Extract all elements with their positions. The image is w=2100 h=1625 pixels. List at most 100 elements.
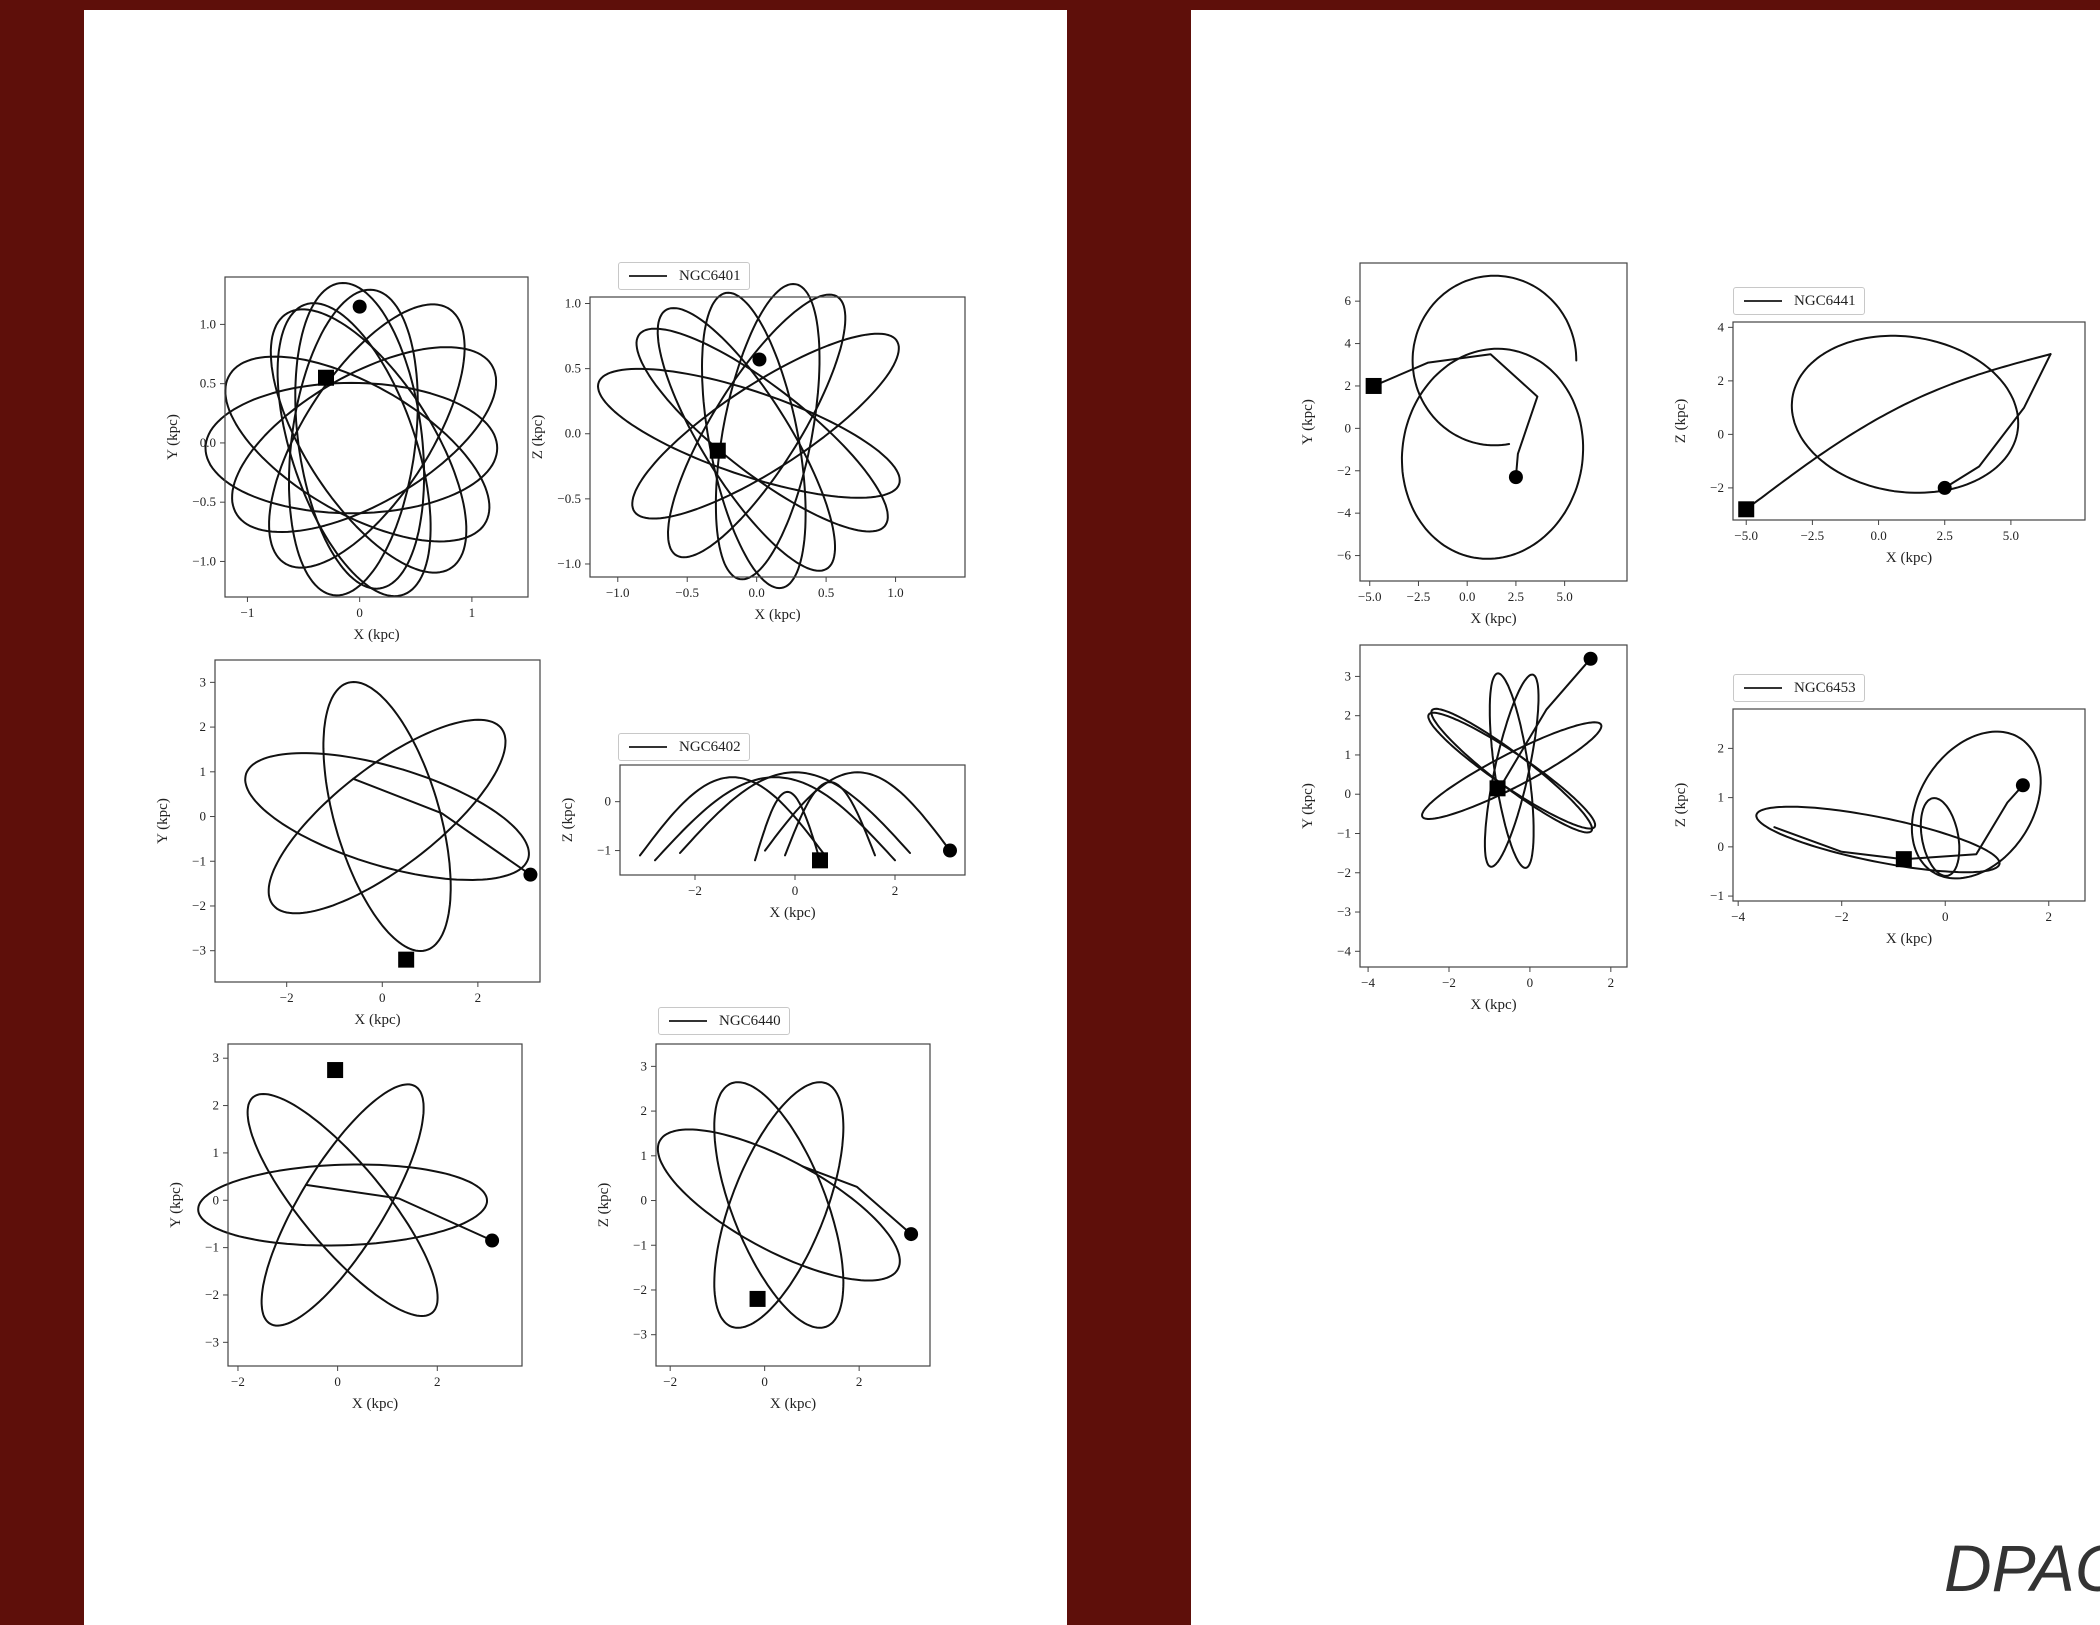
orbit-trajectory-line [276, 302, 432, 598]
y-tick-label: −2 [1710, 480, 1724, 495]
start-marker-circle [1583, 651, 1598, 666]
start-marker-circle [943, 843, 957, 858]
x-tick-label: 0.0 [749, 585, 765, 600]
legend-label: NGC6402 [679, 738, 741, 755]
y-tick-label: 6 [1345, 293, 1352, 308]
orbit-trajectory-line [1427, 711, 1597, 830]
x-tick-label: −2 [1835, 909, 1849, 924]
orbit-trajectory-line [714, 283, 821, 581]
orbit-trajectory-line [197, 1163, 488, 1247]
x-tick-label: −2 [231, 1374, 245, 1389]
x-tick-label: 2 [434, 1374, 441, 1389]
legend-label: NGC6440 [719, 1012, 781, 1029]
legend-line-swatch [1744, 300, 1782, 302]
y-axis-label: Y (kpc) [1300, 399, 1316, 445]
orbit-plot-l6: −2 0 2 −3 −2 −1 0 1 2 3 X (kpc) Z (kpc) [596, 1043, 931, 1412]
axes-frame [1732, 708, 2086, 902]
legend-label: NGC6453 [1794, 679, 1856, 696]
orbit-trajectory-line [260, 1083, 425, 1327]
orbit-trajectory-line [1910, 730, 2042, 880]
legend-line-swatch [669, 1020, 707, 1022]
orbit-trajectory-line [597, 367, 901, 499]
legend-box: NGC6453 [1733, 674, 1865, 702]
end-marker-square [327, 1062, 344, 1079]
y-tick-label: 2 [200, 719, 207, 734]
x-tick-label: −5.0 [1358, 589, 1382, 604]
orbit-trajectory-line [1943, 353, 2052, 489]
x-tick-label: −0.5 [675, 585, 699, 600]
orbit-trajectory-line [231, 346, 498, 533]
orbit-trajectory-line [639, 776, 826, 857]
x-tick-label: 5.0 [2003, 528, 2019, 543]
axes-frame [589, 296, 966, 578]
x-axis-label: X (kpc) [769, 905, 815, 921]
y-tick-label: −1 [633, 1237, 647, 1252]
y-axis-label: Y (kpc) [168, 1182, 184, 1228]
y-tick-label: −1 [1337, 825, 1351, 840]
legend-label: NGC6401 [679, 267, 741, 284]
orbit-trajectory-line [267, 718, 507, 915]
orbit-curves [1755, 730, 2042, 880]
orbit-curves [639, 771, 951, 862]
x-tick-label: 1 [469, 605, 476, 620]
x-tick-label: 0.0 [1870, 528, 1886, 543]
orbit-curves [1745, 334, 2052, 511]
orbit-trajectory-line [1372, 353, 1539, 479]
axes-frame [1359, 262, 1628, 582]
x-tick-label: 0.0 [1459, 589, 1475, 604]
y-tick-label: 2 [1718, 740, 1725, 755]
orbit-plot-l4: −2 0 2 −1 0 X (kpc) Z (kpc) [560, 764, 966, 921]
x-tick-label: −4 [1361, 975, 1375, 990]
orbit-trajectory-line [246, 1093, 439, 1317]
y-axis-label: Z (kpc) [560, 798, 576, 843]
y-tick-label: 3 [1345, 668, 1352, 683]
y-tick-label: 4 [1718, 319, 1725, 334]
x-tick-label: 0 [761, 1374, 768, 1389]
x-axis-label: X (kpc) [1470, 611, 1516, 627]
x-tick-label: 2 [892, 883, 899, 898]
y-axis-label: Y (kpc) [155, 798, 171, 844]
y-tick-label: 0 [1345, 420, 1352, 435]
y-tick-label: 1 [200, 764, 207, 779]
left-figure-panel [84, 10, 1067, 1625]
legend-line-swatch [1744, 687, 1782, 689]
end-marker-square [1489, 780, 1506, 797]
x-tick-label: −2 [688, 883, 702, 898]
y-tick-label: −2 [633, 1282, 647, 1297]
x-tick-label: 0 [1942, 909, 1949, 924]
x-tick-label: −1 [241, 605, 255, 620]
x-tick-label: −2 [280, 990, 294, 1005]
orbit-trajectory-line [801, 1165, 913, 1236]
y-tick-label: −2 [1337, 463, 1351, 478]
end-marker-square [749, 1290, 766, 1307]
orbit-curves [1372, 274, 1585, 560]
orbit-trajectory-line [1488, 672, 1535, 869]
y-tick-label: 0.5 [200, 376, 216, 391]
y-tick-label: −4 [1337, 943, 1351, 958]
x-axis-label: X (kpc) [353, 627, 399, 643]
x-tick-label: 2 [2046, 909, 2053, 924]
y-tick-label: −1 [205, 1240, 219, 1255]
y-tick-label: −1 [1710, 888, 1724, 903]
orbit-trajectory-line [288, 288, 419, 597]
axes-frame [1359, 644, 1628, 968]
orbit-trajectory-line [654, 776, 896, 862]
axes-frame [224, 276, 529, 598]
y-tick-label: 2 [213, 1098, 220, 1113]
x-tick-label: −2.5 [1407, 589, 1431, 604]
x-tick-label: 2 [1608, 975, 1615, 990]
orbit-trajectory-line [656, 1128, 901, 1282]
orbit-trajectory-line [304, 1183, 494, 1242]
orbit-trajectory-line [784, 781, 876, 857]
x-tick-label: 2.5 [1937, 528, 1953, 543]
orbit-trajectory-line [1919, 797, 1961, 877]
x-tick-label: −4 [1731, 909, 1745, 924]
orbit-trajectory-line [701, 291, 807, 590]
start-marker-circle [752, 352, 767, 367]
y-tick-label: 0 [200, 809, 207, 824]
start-marker-circle [1508, 470, 1523, 485]
y-tick-label: −3 [1337, 904, 1351, 919]
legend-box: NGC6440 [658, 1007, 790, 1035]
x-tick-label: 0 [356, 605, 363, 620]
start-marker-circle [485, 1233, 500, 1248]
